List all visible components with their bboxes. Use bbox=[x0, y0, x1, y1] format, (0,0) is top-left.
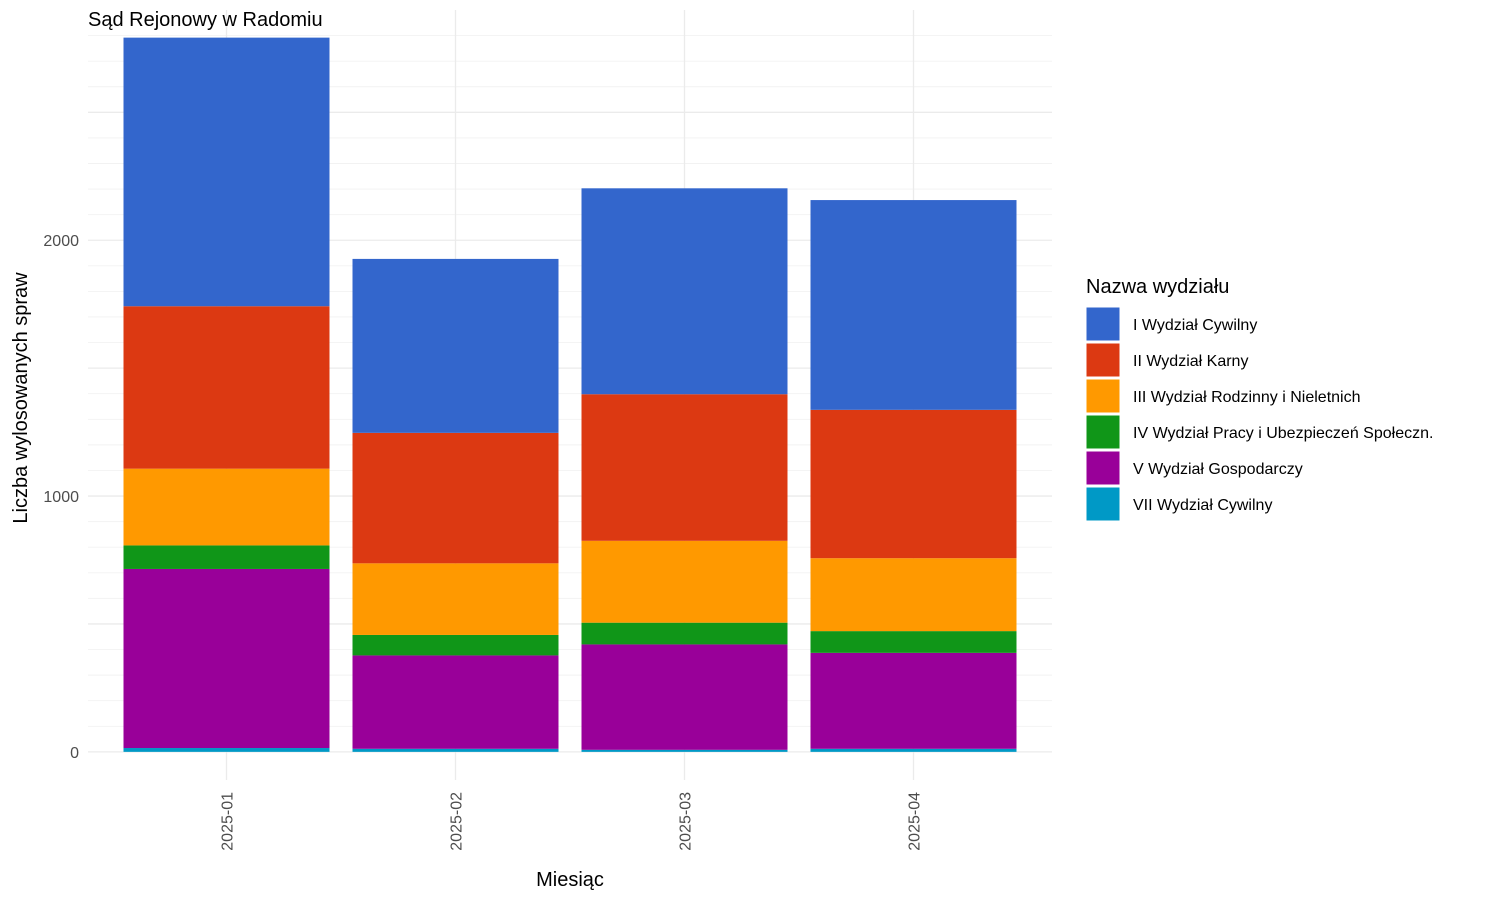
y-tick-label: 2000 bbox=[43, 233, 79, 250]
x-tick-label: 2025-01 bbox=[220, 792, 237, 851]
legend-swatch bbox=[1085, 486, 1121, 522]
bar-segment bbox=[352, 748, 559, 752]
bar-segment bbox=[123, 545, 330, 569]
bar-segment bbox=[352, 563, 559, 635]
bar-segment bbox=[810, 200, 1017, 410]
bar-segment bbox=[810, 652, 1017, 749]
x-axis-label: Miesiąc bbox=[536, 869, 604, 891]
legend-label: III Wydział Rodzinny i Nieletnich bbox=[1133, 389, 1361, 406]
legend-swatch bbox=[1085, 450, 1121, 486]
bar-segment bbox=[810, 631, 1017, 653]
x-tick-label: 2025-02 bbox=[449, 792, 466, 851]
legend: Nazwa wydziału I Wydział Cywilny II Wydzi… bbox=[1085, 276, 1433, 522]
bar-segment bbox=[581, 394, 788, 541]
legend-label: I Wydział Cywilny bbox=[1133, 317, 1257, 334]
bar-segment bbox=[123, 748, 330, 752]
legend-label: IV Wydział Pracy i Ubezpieczeń Społeczn. bbox=[1133, 425, 1433, 442]
legend-swatch bbox=[1085, 378, 1121, 414]
axis-layer: 0 1000 2000 2025-01 2025-02 2025-03 2025-04 bbox=[43, 233, 923, 850]
legend-swatch bbox=[1085, 306, 1121, 342]
bar-segment bbox=[352, 432, 559, 564]
bar-segment bbox=[352, 655, 559, 749]
legend-title: Nazwa wydziału bbox=[1086, 276, 1229, 298]
bar-segment bbox=[123, 306, 330, 469]
bar-segment bbox=[352, 258, 559, 433]
legend-swatch bbox=[1085, 342, 1121, 378]
x-tick-label: 2025-03 bbox=[678, 792, 695, 851]
y-tick-label: 0 bbox=[70, 745, 79, 762]
bar-segment bbox=[810, 748, 1017, 752]
legend-label: II Wydział Karny bbox=[1133, 353, 1248, 370]
bar-segment bbox=[581, 622, 788, 645]
legend-swatch bbox=[1085, 414, 1121, 450]
bar-segment bbox=[581, 188, 788, 395]
bars-layer bbox=[123, 37, 1017, 752]
y-axis-label: Liczba wylosowanych spraw bbox=[10, 272, 32, 524]
legend-label: V Wydział Gospodarczy bbox=[1133, 461, 1303, 478]
bar-segment bbox=[352, 634, 559, 656]
x-tick-label: 2025-04 bbox=[907, 792, 924, 851]
y-tick-label: 1000 bbox=[43, 489, 79, 506]
bar-segment bbox=[581, 644, 788, 750]
bar-segment bbox=[581, 540, 788, 623]
bar-segment bbox=[810, 409, 1017, 559]
bar-segment bbox=[123, 568, 330, 749]
bar-segment bbox=[123, 37, 330, 307]
chart-title: Sąd Rejonowy w Radomiu bbox=[88, 9, 323, 31]
bar-segment bbox=[810, 558, 1017, 632]
bar-segment bbox=[123, 468, 330, 546]
bar-segment bbox=[581, 749, 788, 752]
legend-label: VII Wydział Cywilny bbox=[1133, 497, 1272, 514]
